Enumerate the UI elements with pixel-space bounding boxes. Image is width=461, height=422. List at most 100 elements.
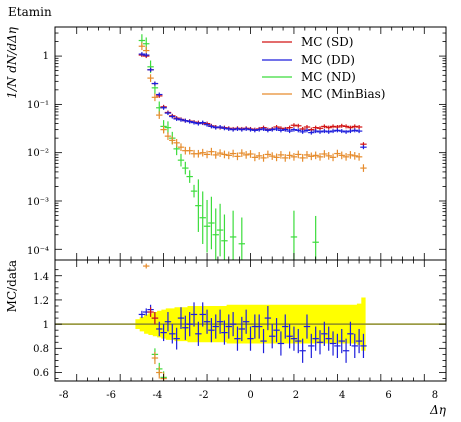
point-mcdd (199, 120, 206, 125)
ratio-point-mcdd (282, 314, 289, 339)
ratio-point-mcdd (273, 318, 280, 343)
ratio-point-mcsd (151, 312, 159, 325)
point-mcminbias (295, 150, 302, 159)
ratio-point-mcdd (269, 324, 276, 349)
ratio-point-mcdd (199, 302, 206, 327)
point-mcsd (329, 124, 337, 129)
point-mcdd (264, 128, 272, 133)
point-mcminbias (169, 136, 176, 145)
point-mcminbias (225, 151, 232, 160)
point-mcsd (347, 125, 354, 130)
point-mcdd (177, 117, 185, 122)
point-mcdd (173, 116, 180, 121)
x-tick-label: -8 (59, 390, 69, 401)
point-mcdd (238, 127, 246, 132)
point-mcdd (303, 128, 311, 133)
point-mcdd (156, 92, 163, 97)
x-tick-label: 6 (385, 390, 391, 401)
point-mcdd (321, 129, 328, 134)
ratio-point-mcdd (325, 326, 332, 351)
point-mcminbias (147, 74, 154, 82)
point-mcnd (221, 214, 228, 260)
point-mcnd (229, 210, 237, 260)
point-mcminbias (186, 146, 193, 155)
point-mcminbias (282, 154, 289, 162)
point-mcminbias (160, 125, 167, 134)
ratio-point-mcdd (160, 324, 167, 342)
y-tick-label: 1 (43, 51, 49, 62)
y-tick-label: 10⁻³ (27, 197, 49, 208)
point-mcdd (225, 126, 232, 131)
ratio-point-mcdd (242, 309, 250, 334)
ratio-point-mcdd (182, 315, 189, 340)
ratio-point-mcdd (260, 328, 267, 354)
point-mcminbias (329, 153, 337, 162)
point-mcsd (312, 125, 319, 130)
ratio-point-mcdd (277, 331, 285, 356)
legend-label-nd: MC (ND) (301, 70, 356, 84)
point-mcnd (186, 170, 193, 183)
ratio-point-mcdd (342, 338, 350, 363)
point-mcminbias (212, 151, 219, 159)
point-mcdd (160, 105, 167, 110)
ratio-tick-label: 0.6 (33, 368, 49, 379)
point-mcdd (212, 125, 219, 130)
point-mcdd (342, 129, 350, 134)
point-mcdd (169, 114, 176, 119)
point-mcdd (186, 119, 193, 124)
point-mcminbias (260, 154, 267, 162)
point-mcnd (177, 153, 185, 167)
point-mcdd (312, 129, 319, 134)
point-mcnd (199, 191, 206, 245)
point-mcminbias (138, 42, 146, 51)
ratio-tick-label: 1.2 (33, 296, 49, 307)
point-mcdd (182, 118, 189, 123)
point-mcsd (334, 125, 341, 130)
legend-label-sd: MC (SD) (301, 35, 354, 49)
x-tick-label: 4 (339, 390, 345, 401)
ratio-point-mcdd (138, 310, 146, 319)
point-mcdd (216, 125, 224, 130)
legend-entry-dd: MC (DD) (262, 53, 355, 67)
point-mcminbias (351, 152, 358, 160)
point-mcdd (255, 127, 263, 132)
point-mcdd (273, 126, 280, 131)
ratio-tick-label: 1 (43, 320, 49, 331)
point-mcnd (203, 199, 211, 253)
point-mcminbias (229, 149, 237, 158)
point-mcminbias (347, 151, 354, 159)
point-mcminbias (299, 154, 306, 162)
ratio-point-mcdd (264, 305, 272, 331)
point-mcminbias (312, 151, 319, 160)
point-mcdd (351, 128, 358, 133)
ratio-point-mcdd (290, 326, 298, 351)
x-axis-label: Δη (429, 403, 447, 417)
point-mcminbias (334, 149, 341, 158)
ratio-point-mcsd (147, 307, 154, 317)
y-tick-label: 10⁻¹ (27, 100, 49, 111)
ratio-point-mcdd (177, 307, 185, 329)
point-mcnd (190, 184, 198, 198)
point-mcdd (221, 126, 228, 131)
point-mcdd (338, 129, 345, 134)
ratio-point-mcdd (308, 333, 315, 359)
point-mcminbias (255, 152, 263, 160)
point-mcdd (251, 128, 259, 133)
ratio-point-mcdd (312, 326, 319, 351)
ratio-point-mcdd (295, 328, 302, 354)
point-mcsd (286, 125, 293, 130)
point-mcnd (212, 208, 219, 260)
point-mcdd (260, 126, 267, 131)
ratio-point-mcminbias (156, 366, 163, 379)
point-mcminbias (216, 149, 224, 157)
ratio-point-mcdd (169, 324, 176, 344)
point-mcminbias (208, 147, 215, 156)
y-tick-label: 10⁻⁴ (27, 246, 49, 257)
ratio-point-mcdd (351, 333, 358, 359)
point-mcdd (269, 127, 276, 132)
point-mcnd (182, 161, 189, 175)
point-mcsd (316, 126, 324, 131)
x-tick-label: 8 (432, 390, 438, 401)
x-tick-label: -6 (106, 390, 116, 401)
